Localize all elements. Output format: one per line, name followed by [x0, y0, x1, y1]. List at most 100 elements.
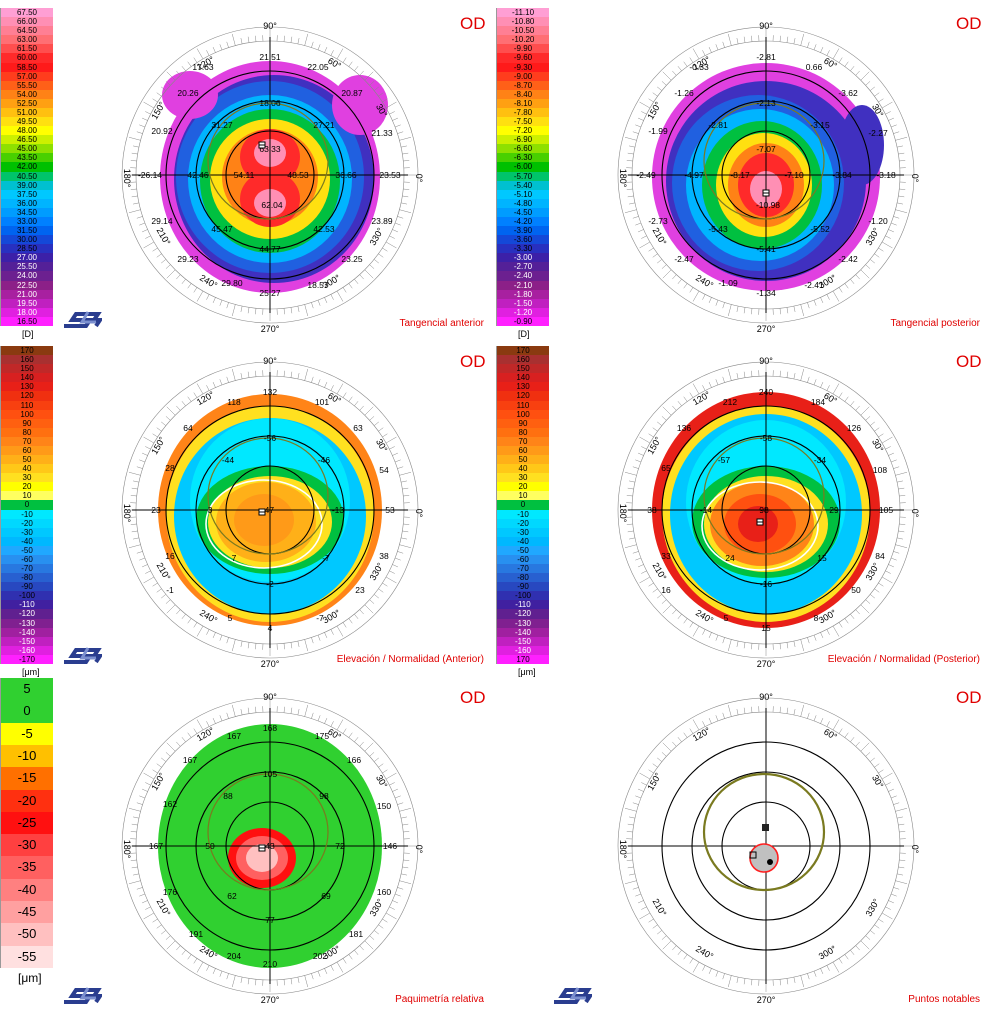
scale-cell: -70	[1, 564, 53, 574]
map-value: -5.43	[708, 224, 728, 234]
scale-cell: 58.50	[1, 62, 53, 72]
apex-marker	[258, 141, 266, 149]
dial-tick-label: 150°	[149, 771, 167, 792]
map-value: 63.33	[259, 144, 281, 154]
scale-cell: 40	[497, 464, 549, 474]
dial-label-right: 0°	[414, 845, 424, 854]
scale-cell: -150	[1, 636, 53, 646]
map-value: 23.53	[379, 170, 401, 180]
scale-cell: -20	[497, 518, 549, 528]
map-value: 50	[851, 585, 861, 595]
map-panel-2: -11.10 -10.80 -10.50 -10.20 -9.90 -9.60 -9.30-…	[496, 0, 992, 339]
dial-tick-label: 150°	[645, 435, 663, 456]
map-value: 167	[227, 731, 241, 741]
scale-cell: 70	[1, 436, 53, 446]
scale-cell: 57.00	[1, 71, 53, 81]
map-value: 181	[349, 929, 363, 939]
dial-label-bottom: 270°	[261, 659, 280, 669]
scale-unit: [D]	[22, 329, 34, 339]
map-value: 29.23	[177, 254, 199, 264]
map-value: -14	[700, 505, 713, 515]
scale-cell: 40.50	[1, 171, 53, 181]
map-value: -4.97	[684, 170, 704, 180]
dial-label-left: 180°	[122, 840, 132, 859]
dial-tick-label: 150°	[149, 435, 167, 456]
scale-cell: -8.70	[497, 80, 549, 90]
scale-cell: 22.50	[1, 280, 53, 290]
scale-cell: 120	[1, 391, 53, 401]
scale-cell: -120	[1, 609, 53, 619]
map-value: 20.87	[341, 88, 363, 98]
map-title: Paquimetría relativa	[395, 994, 484, 1005]
scale-cell: -30	[1, 527, 53, 537]
dial-tick-label: 120°	[195, 389, 216, 407]
map-value: 27.21	[313, 120, 335, 130]
map-value: 15	[817, 553, 827, 563]
scale-cell: 40	[1, 464, 53, 474]
scale-cell: 30	[1, 473, 53, 483]
map-value: 38	[379, 551, 389, 561]
dial-tick-label: 330°	[368, 226, 386, 247]
map-value: 42.46	[187, 170, 209, 180]
dial-tick-label: 120°	[691, 389, 712, 407]
scale-cell: 21.00	[1, 289, 53, 299]
map-title: Elevación / Normalidad (Anterior)	[336, 654, 484, 665]
scale-cell: 20	[497, 482, 549, 492]
notable-points	[749, 824, 779, 873]
scale-cell: -5.70	[497, 171, 549, 181]
map-value: 45.47	[211, 224, 233, 234]
scale-cell: -100	[497, 591, 549, 601]
dial-tick-label: 30°	[870, 773, 886, 790]
map-value: 105	[263, 769, 277, 779]
map-value: 17.63	[192, 62, 214, 72]
map-value: -2.42	[838, 254, 858, 264]
scale-cell: -80	[1, 573, 53, 583]
scale-cell: 18.00	[1, 307, 53, 317]
scale-cell: -90	[497, 582, 549, 592]
scale-cell: 60	[497, 445, 549, 456]
scale-cell: 10	[497, 491, 549, 501]
scale-cell: -1.50	[497, 298, 549, 308]
scale-cell: 90	[1, 418, 53, 428]
scale-cell: -9.60	[497, 53, 549, 63]
map-value: 62	[227, 891, 237, 901]
corneal-map: 90°270°180° 0°120° 60°150° 30°210° 330°240° 3…	[617, 692, 920, 1005]
sirius-logo	[554, 987, 592, 1004]
scale-cell: -5.40	[497, 180, 549, 190]
map-value: 62.04	[261, 200, 283, 210]
map-value: -2.73	[648, 216, 668, 226]
scale-cell: -0.90	[497, 316, 549, 326]
scale-cell: 150	[497, 364, 549, 374]
eye-label: OD	[460, 352, 486, 371]
scale-cell: -9.00	[497, 71, 549, 81]
scale-cell: 30.00	[1, 235, 53, 245]
scale-cell: 16.50	[1, 316, 53, 326]
map-value: 20.92	[151, 126, 173, 136]
scale-cell: 60.00	[1, 53, 53, 63]
color-scale: 170 160 150 140 130 120 110 100 90 80 70 60 50 40 30 20…	[496, 346, 549, 664]
dial-label-left: 180°	[618, 169, 628, 188]
map-value: -1.34	[756, 288, 776, 298]
dial-tick-label: 150°	[645, 771, 663, 792]
map-value: 146	[383, 841, 397, 851]
scale-cell: -2.70	[497, 262, 549, 272]
map-value: 105	[879, 505, 893, 515]
corneal-map: 90°270°180° 0°120° 60°150° 30°210° 330°240° 3…	[617, 356, 920, 669]
map-panel-6: OD Puntos notables 90° 270° 180° 0° 120° 60° 150…	[496, 674, 992, 1012]
map-value: -3.62	[838, 88, 858, 98]
scale-cell: -3.30	[497, 244, 549, 254]
scale-cell: -4.20	[497, 216, 549, 227]
scale-cell: -70	[497, 564, 549, 574]
map-value: 98	[759, 505, 769, 515]
map-value: -57	[718, 455, 731, 465]
dial-tick-label: 30°	[374, 773, 390, 790]
map-value: -1.09	[718, 278, 738, 288]
scale-cell: 50	[497, 455, 549, 465]
map-title: Tangencial anterior	[399, 318, 485, 329]
map-value: 15	[761, 623, 771, 633]
map-value: 167	[183, 755, 197, 765]
scale-cell: 30	[497, 473, 549, 483]
map-value: 166	[347, 755, 361, 765]
scale-cell: -20	[1, 518, 53, 528]
map-value: -2.27	[868, 128, 888, 138]
